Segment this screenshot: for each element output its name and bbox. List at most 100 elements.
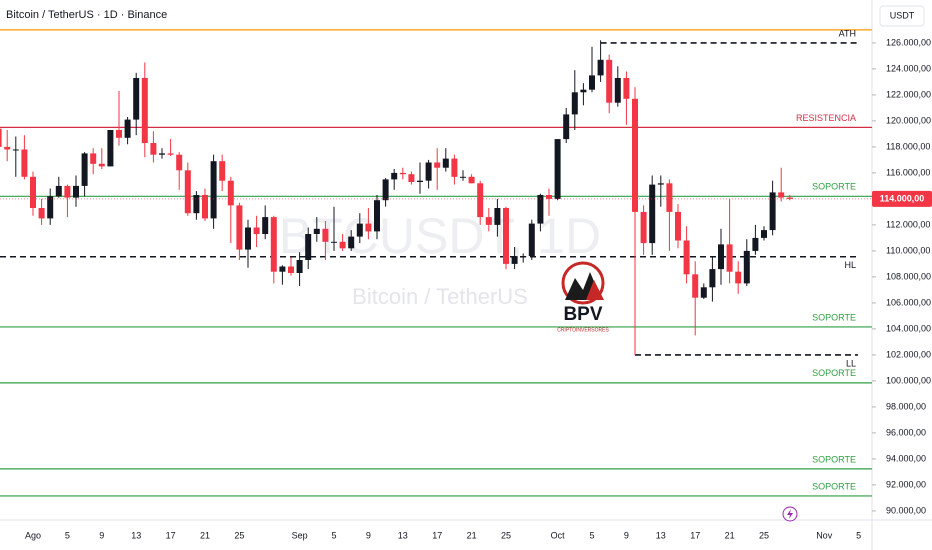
candle: [546, 188, 552, 216]
x-tick-label: 25: [501, 530, 511, 540]
candle: [245, 219, 251, 268]
candle: [778, 167, 785, 202]
candle: [399, 167, 406, 180]
currency-box[interactable]: [879, 5, 925, 27]
candle-body: [786, 197, 793, 199]
candle: [305, 227, 312, 270]
candle-body: [262, 217, 269, 234]
candle: [485, 208, 492, 232]
candle: [537, 193, 544, 232]
x-tick-label: 5: [331, 530, 336, 540]
candle-body: [700, 287, 707, 298]
candle: [176, 152, 183, 190]
candle-body: [331, 241, 337, 243]
candle-body: [184, 170, 191, 214]
candle-body: [47, 196, 54, 219]
candle: [743, 239, 750, 286]
candle: [107, 130, 114, 167]
candle-body: [4, 146, 11, 150]
x-tick-label: Sep: [292, 530, 308, 540]
x-tick-label: 17: [166, 530, 176, 540]
candle-body: [752, 237, 759, 251]
candle: [270, 215, 277, 284]
candle: [632, 87, 638, 355]
candle-body: [640, 211, 647, 244]
candle: [554, 139, 561, 201]
candle: [202, 188, 208, 221]
logo-shape: [586, 280, 604, 300]
candle-body: [589, 75, 595, 90]
candle: [675, 204, 681, 249]
x-tick-label: 17: [690, 530, 700, 540]
x-tick-label: 17: [432, 530, 442, 540]
candle: [520, 253, 527, 263]
level-label: SOPORTE: [812, 182, 856, 192]
candle-body: [528, 223, 535, 257]
candle: [47, 188, 54, 225]
price-tag: [872, 190, 932, 207]
level-label: RESISTENCIA: [796, 113, 856, 123]
x-tick-label: 13: [398, 530, 408, 540]
candle-body: [141, 78, 148, 143]
candle-body: [580, 89, 587, 93]
candle-body: [107, 130, 114, 167]
candle: [666, 179, 673, 251]
candle: [210, 154, 217, 229]
candle-body: [38, 208, 45, 219]
candle-body: [657, 183, 664, 185]
x-tick-label: 5: [65, 530, 70, 540]
candle-body: [442, 158, 449, 168]
candle-body: [554, 139, 561, 199]
candle-body: [451, 158, 458, 177]
candle: [649, 175, 656, 255]
candle: [4, 130, 11, 162]
candle: [167, 139, 174, 156]
y-tick-label: 116.000,00: [886, 167, 930, 177]
candle-body: [219, 161, 226, 181]
candle-body: [735, 271, 742, 284]
candle-body: [649, 184, 656, 244]
y-tick-label: 102.000,00: [886, 349, 931, 359]
candle: [150, 131, 157, 163]
y-tick-label: 100.000,00: [886, 375, 931, 385]
y-tick-label: 92.000,00: [886, 479, 926, 489]
candle: [761, 226, 767, 241]
candle: [73, 175, 79, 207]
candle: [563, 107, 570, 143]
candle: [391, 169, 398, 190]
watermark-symbol: BTCUSDT, 1D: [279, 208, 601, 264]
candle-body: [81, 153, 88, 186]
candle-body: [245, 227, 251, 250]
candle-body: [322, 228, 329, 242]
candle: [752, 224, 759, 255]
candle: [296, 252, 303, 286]
candle: [606, 54, 613, 114]
candle: [503, 206, 509, 270]
alert-icon[interactable]: [782, 506, 798, 522]
candle: [477, 180, 484, 225]
candle: [580, 83, 587, 106]
y-tick-label: 98.000,00: [886, 401, 926, 411]
candle: [597, 40, 604, 82]
candle: [12, 136, 19, 177]
candle-body: [511, 256, 518, 264]
candle-body: [769, 192, 776, 231]
x-tick-label: 13: [656, 530, 666, 540]
candle: [236, 202, 243, 260]
candle: [434, 148, 441, 190]
candle-body: [21, 149, 28, 177]
candle-body: [692, 274, 699, 298]
candle-body: [399, 172, 406, 175]
y-tick-label: 124.000,00: [886, 63, 931, 73]
level-label: SOPORTE: [812, 312, 856, 322]
candle: [30, 171, 36, 216]
candle: [38, 198, 45, 225]
level-label: ATH: [839, 28, 856, 38]
candle-body: [606, 59, 613, 103]
candle: [700, 283, 707, 299]
candle: [322, 221, 329, 260]
candle-body: [468, 176, 475, 184]
candle-body: [520, 256, 527, 258]
candle-body: [348, 236, 355, 249]
